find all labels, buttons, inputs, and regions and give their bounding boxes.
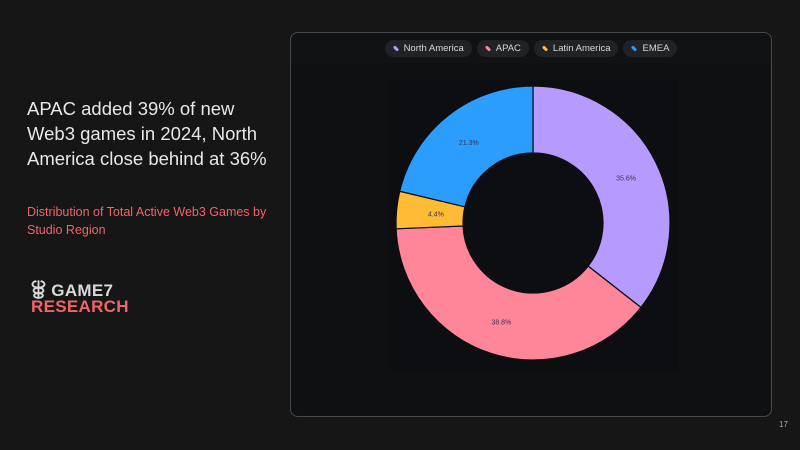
legend-item-apac[interactable]: APAC (476, 39, 529, 57)
game7-research-logo: ⯚ GAME7 RESEARCH (31, 281, 129, 316)
data-label: 35.6% (616, 176, 636, 183)
logo-line-1: ⯚ GAME7 (31, 281, 114, 300)
data-label: 21.3% (459, 140, 479, 147)
headline: APAC added 39% of new Web3 games in 2024… (27, 98, 267, 169)
legend-label: North America (403, 42, 464, 54)
legend-swatch (392, 44, 399, 52)
data-label: 4.4% (428, 212, 444, 219)
legend-label: EMEA (642, 42, 670, 54)
page-number: 17 (779, 420, 788, 429)
slice-emea[interactable] (399, 85, 534, 208)
chart-subtitle: Distribution of Total Active Web3 Games … (27, 205, 267, 237)
slice-north-america[interactable] (532, 85, 671, 309)
legend-label: APAC (495, 42, 521, 54)
slice-apac[interactable] (395, 225, 642, 361)
donut-chart: 35.6% 38.8% 4.4% 21.3% (395, 85, 671, 361)
data-label: 38.8% (491, 320, 511, 327)
legend-label: Latin America (552, 42, 611, 54)
legend-swatch (484, 44, 491, 52)
legend-item-emea[interactable]: EMEA (623, 39, 678, 57)
legend-item-latin-america[interactable]: Latin America (533, 39, 619, 57)
chart-panel: North America APAC Latin America EMEA 35.6%… (290, 32, 772, 417)
plot-area: 35.6% 38.8% 4.4% 21.3% (388, 81, 678, 371)
legend-swatch (631, 44, 638, 52)
logo-line-2: RESEARCH (31, 297, 129, 316)
legend-swatch (541, 44, 549, 52)
legend-item-north-america[interactable]: North America (384, 39, 472, 57)
chart-legend: North America APAC Latin America EMEA (291, 33, 771, 63)
